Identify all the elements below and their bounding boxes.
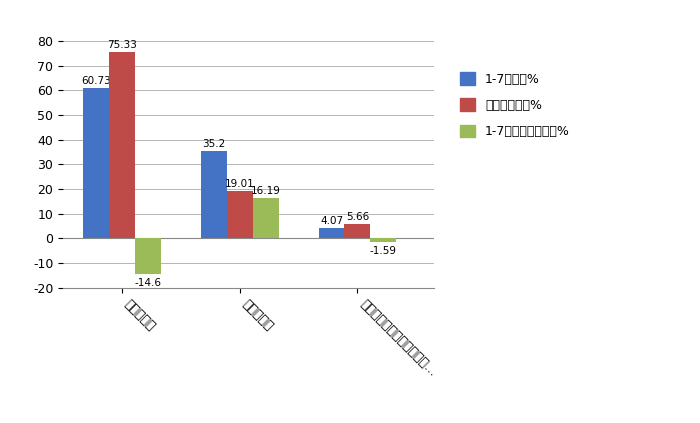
Legend: 1-7月占比%, 去年同期占比%, 1-7月占比同比增减%: 1-7月占比%, 去年同期占比%, 1-7月占比同比增减% [455, 67, 575, 143]
Text: 60.73: 60.73 [81, 77, 111, 86]
Bar [83, 88, 109, 238]
Text: 75.33: 75.33 [107, 41, 136, 50]
Text: 19.01: 19.01 [225, 179, 255, 190]
Text: -1.59: -1.59 [370, 246, 397, 256]
Bar [109, 52, 135, 238]
Bar [318, 228, 344, 238]
Text: -14.6: -14.6 [134, 278, 161, 288]
Text: 4.07: 4.07 [320, 216, 343, 226]
Bar [370, 238, 396, 242]
Text: 5.66: 5.66 [346, 212, 369, 222]
Bar [201, 151, 227, 238]
Bar [135, 238, 161, 274]
Text: 35.2: 35.2 [202, 140, 225, 149]
Bar [227, 191, 253, 238]
Bar [344, 224, 370, 238]
Text: 16.19: 16.19 [251, 187, 281, 196]
Bar [253, 198, 279, 238]
